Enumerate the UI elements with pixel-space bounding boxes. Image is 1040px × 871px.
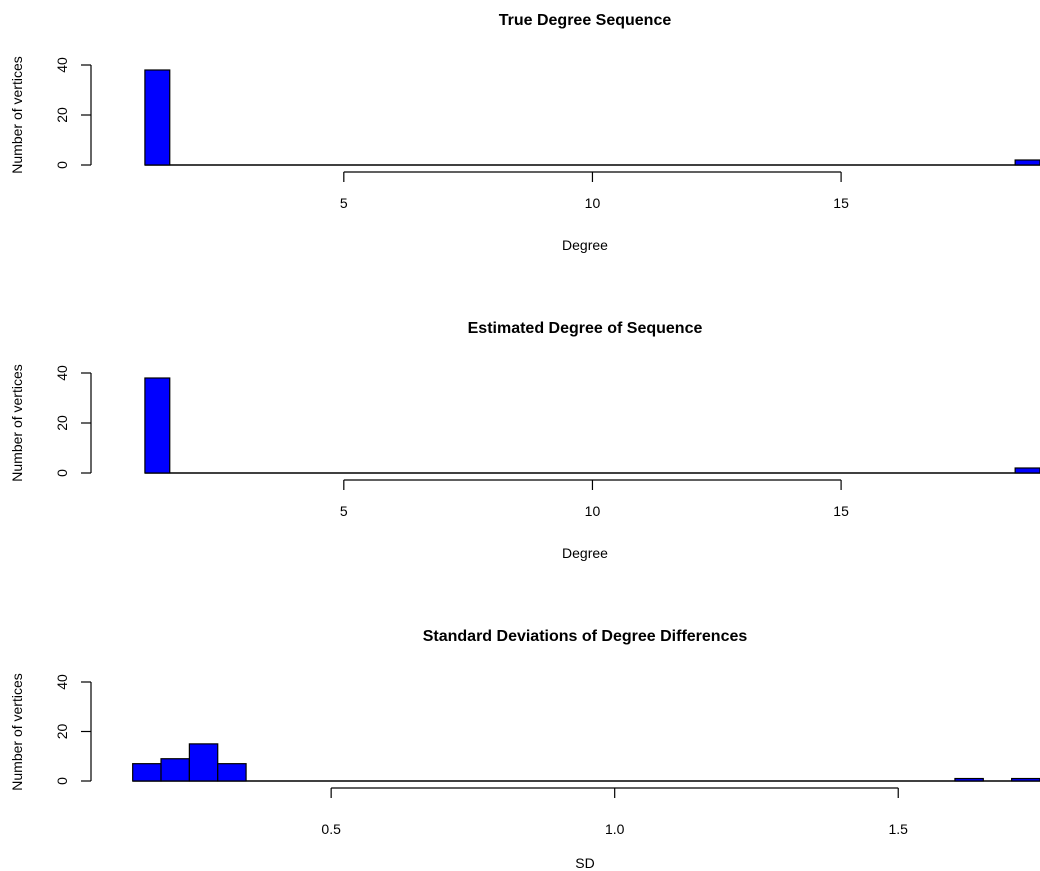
x-tick-label: 0.5 (321, 821, 341, 837)
histogram-bar (1014, 159, 1040, 166)
x-tick-label: 5 (340, 195, 348, 211)
x-tick-label: 15 (833, 503, 849, 519)
chart-title: True Degree Sequence (499, 12, 672, 29)
y-tick-label: 20 (54, 107, 70, 123)
x-tick-label: 1.0 (605, 821, 625, 837)
y-axis-label: Number of vertices (9, 56, 25, 173)
histogram-bar (144, 69, 171, 166)
histogram-panel-2: Estimated Degree of Sequence 5 10 15 0 20 40 De… (9, 320, 1040, 561)
histogram-panel-3: Standard Deviations of Degree Difference… (9, 628, 1040, 871)
x-axis-label: SD (575, 855, 594, 871)
histogram-bar (188, 743, 219, 782)
y-tick-label: 40 (54, 674, 70, 690)
histogram-bar (1014, 467, 1040, 474)
y-axis-label: Number of vertices (9, 364, 25, 481)
histogram-bar (1011, 777, 1040, 782)
x-tick-label: 15 (833, 195, 849, 211)
y-tick-label: 40 (54, 365, 70, 381)
histogram-bar (160, 758, 190, 782)
y-tick-label: 20 (54, 724, 70, 740)
x-tick-label: 10 (585, 503, 601, 519)
x-axis-label: Degree (562, 237, 608, 253)
x-tick-label: 5 (340, 503, 348, 519)
histogram-bar (132, 763, 162, 782)
histogram-panel-1: True Degree Sequence 5 10 15 0 20 40 Degree Numb… (9, 12, 1040, 253)
y-tick-label: 20 (54, 415, 70, 431)
y-tick-label: 0 (54, 469, 70, 477)
histogram-bar (954, 777, 984, 782)
x-axis-label: Degree (562, 545, 608, 561)
y-tick-label: 0 (54, 161, 70, 169)
histogram-bar (217, 763, 247, 782)
y-tick-label: 40 (54, 57, 70, 73)
y-tick-label: 0 (54, 777, 70, 785)
y-axis-label: Number of vertices (9, 673, 25, 790)
chart-title: Estimated Degree of Sequence (468, 320, 703, 337)
x-tick-label: 10 (585, 195, 601, 211)
chart-title: Standard Deviations of Degree Difference… (423, 628, 748, 645)
x-tick-label: 1.5 (888, 821, 908, 837)
histogram-bar (144, 377, 171, 474)
